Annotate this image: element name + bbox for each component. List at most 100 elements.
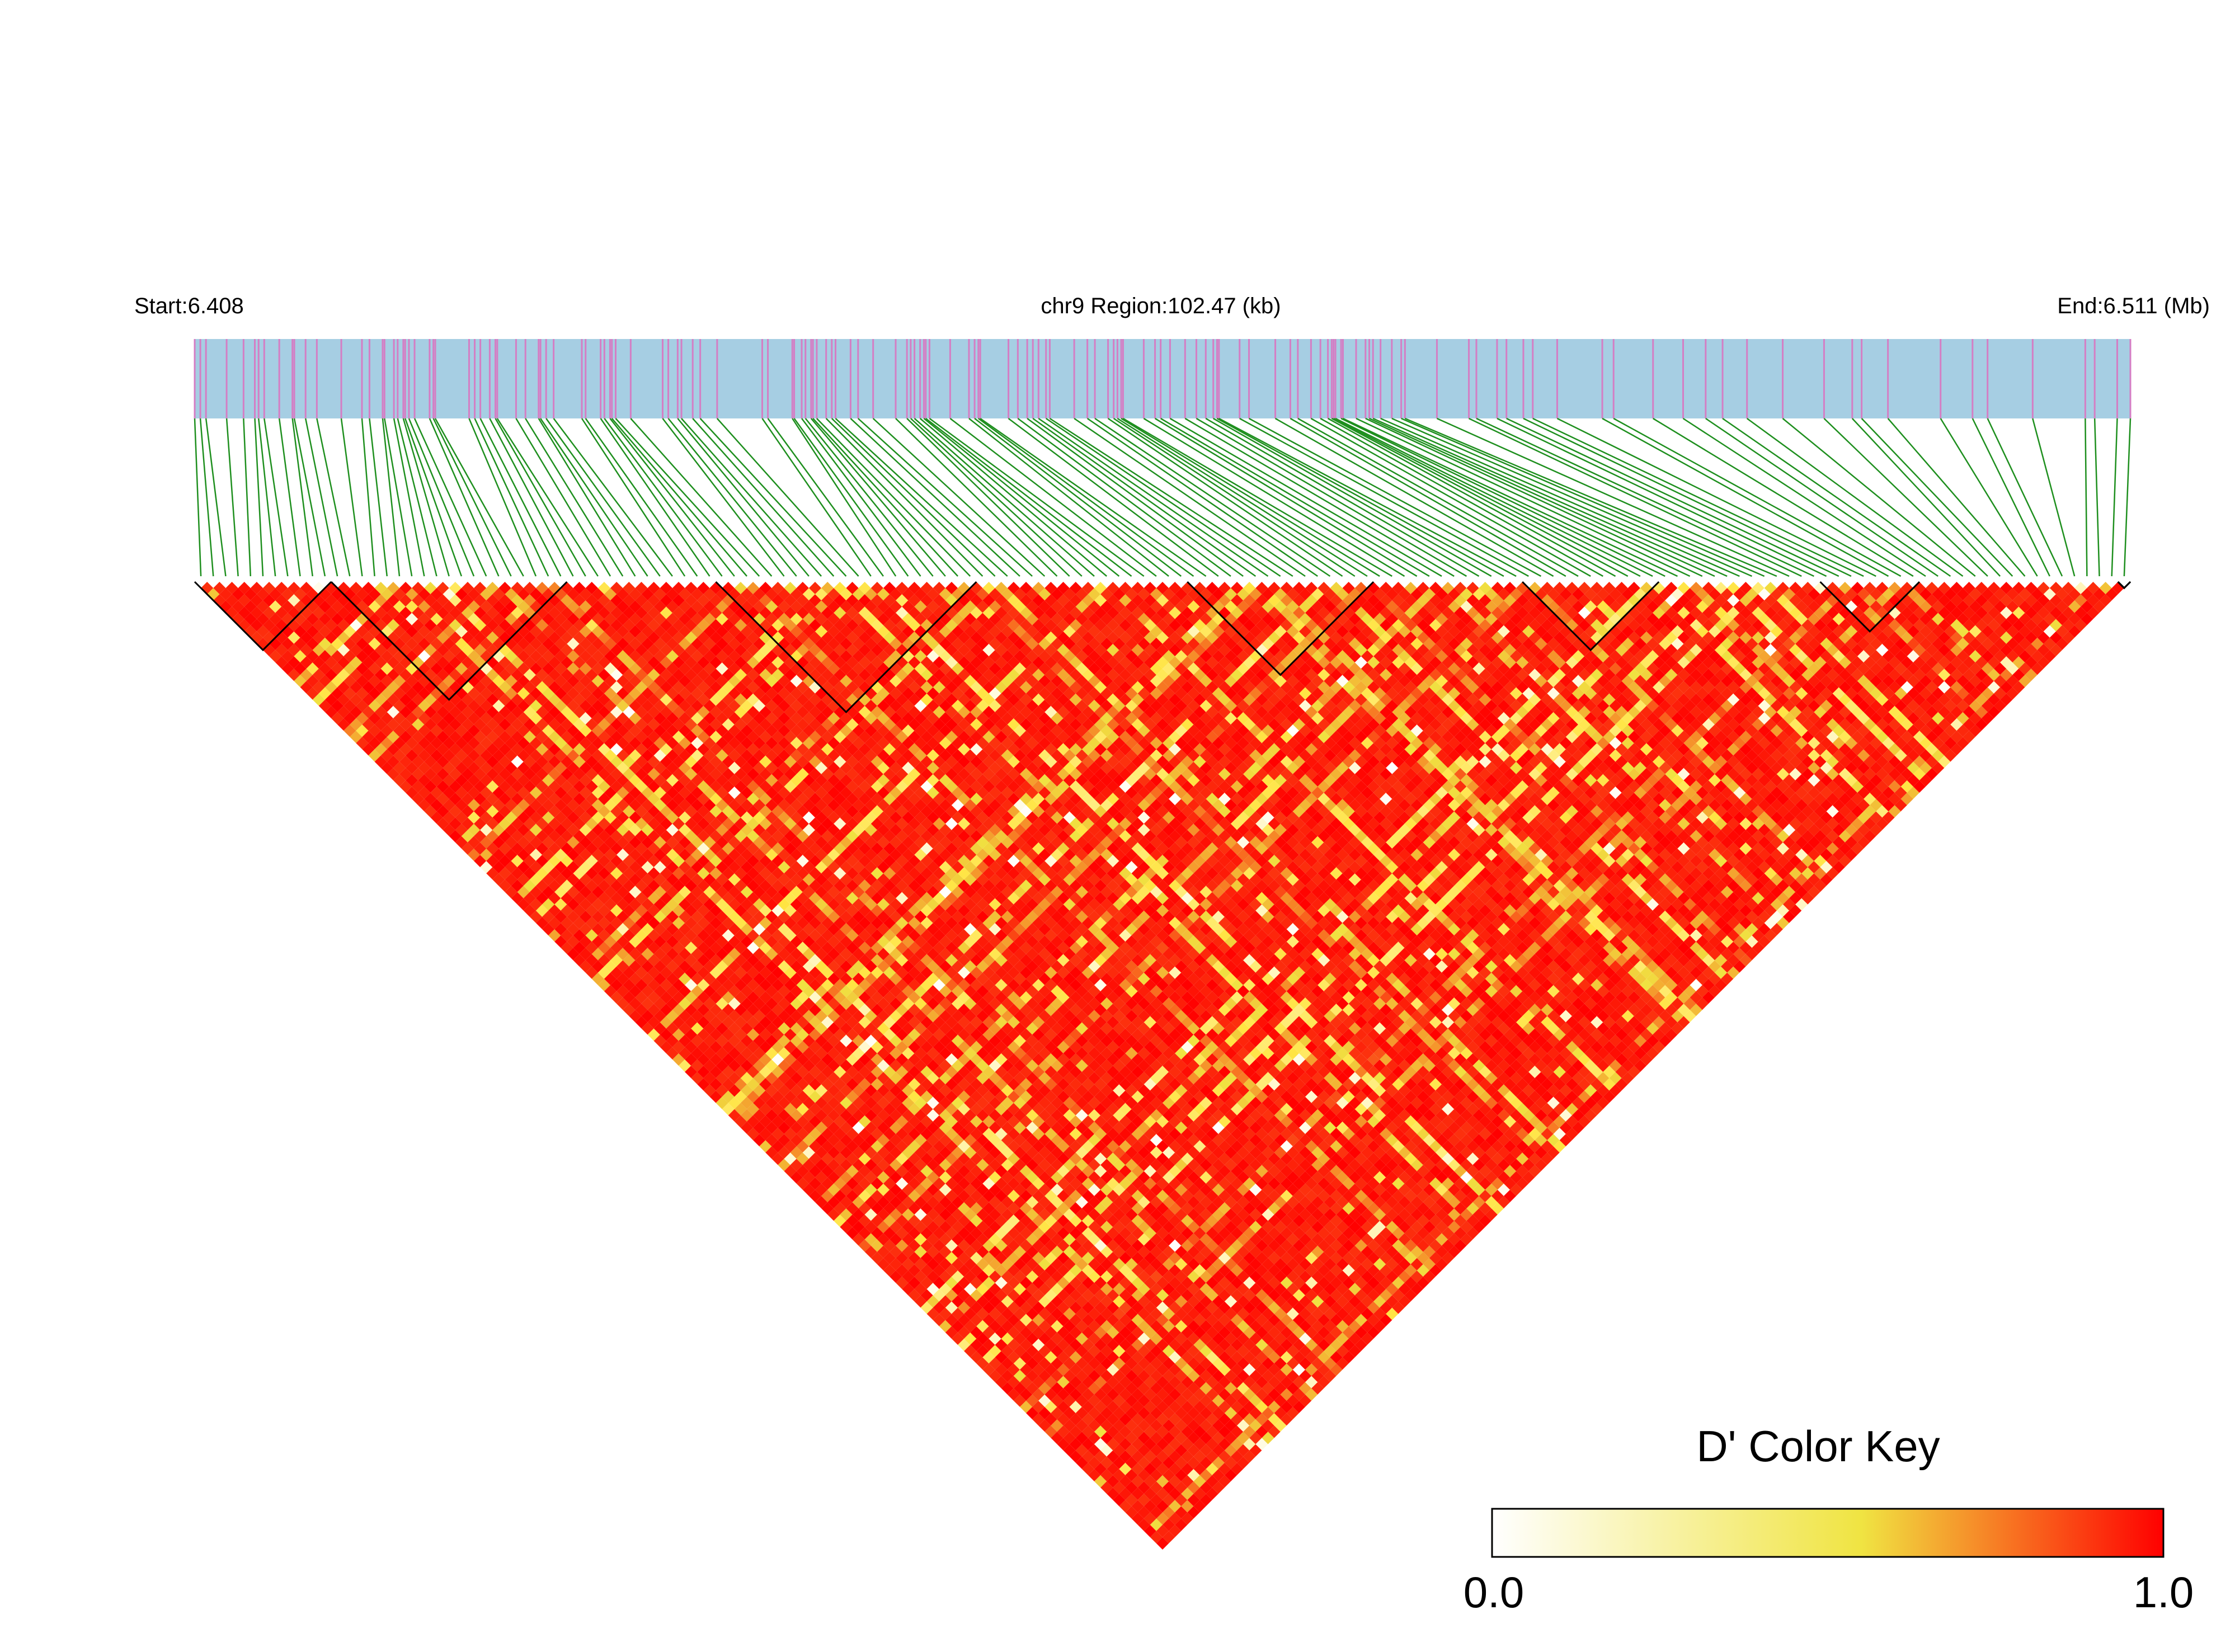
ld-cell [920, 1264, 933, 1277]
ld-cell [722, 1066, 735, 1079]
ld-cell [740, 1047, 754, 1060]
ld-cell [834, 1215, 846, 1227]
ld-cell [591, 948, 604, 961]
ld-cell [821, 1177, 834, 1190]
snp-connector [716, 418, 859, 577]
ld-cell [517, 861, 530, 874]
ld-cell [436, 793, 449, 806]
ld-cell [269, 649, 282, 663]
ld-cell [387, 681, 399, 694]
snp-connector [1532, 417, 1864, 577]
ld-cell [443, 749, 455, 762]
ld-cell [337, 643, 350, 657]
ld-cell [1144, 1438, 1156, 1451]
ld-cell [350, 731, 363, 743]
snp-connector [496, 418, 599, 577]
ld-cell [350, 643, 363, 657]
ld-cell [883, 1251, 896, 1264]
ld-cell [920, 1239, 933, 1252]
ld-cell [250, 594, 263, 607]
ld-cell [933, 1277, 945, 1289]
ld-cell [871, 1165, 883, 1178]
ld-cell [840, 1146, 853, 1159]
ld-cell [635, 978, 648, 991]
snp-connector [895, 418, 1058, 577]
ld-cell [1001, 1320, 1014, 1333]
ld-cell [1019, 1376, 1033, 1389]
ld-cell [939, 1258, 952, 1270]
ld-cell [467, 749, 481, 762]
ld-cell [709, 1078, 722, 1091]
snp-connector [1356, 417, 1691, 577]
ld-cell-layer [201, 582, 2124, 1550]
ld-cell [834, 1202, 846, 1215]
ld-cell [523, 830, 536, 843]
ld-cell [393, 687, 406, 700]
ld-cell [989, 1320, 1001, 1333]
ld-cell [871, 1251, 883, 1264]
snp-connector [404, 418, 463, 577]
ld-cell [368, 675, 381, 688]
snp-connector [1340, 417, 1665, 577]
ld-cell [529, 811, 543, 824]
ld-cell [771, 1115, 784, 1128]
ld-cell [374, 718, 387, 731]
ld-cell [890, 1221, 902, 1234]
ld-cell [1013, 1332, 1027, 1345]
snp-connector [340, 418, 363, 577]
ld-cell [455, 737, 468, 750]
ld-cell [350, 669, 363, 681]
ld-cell [604, 935, 617, 948]
ld-cell [890, 1233, 902, 1246]
ld-cell [312, 693, 325, 706]
ld-cell [629, 985, 642, 998]
ld-cell [374, 705, 387, 718]
ld-cell [461, 780, 474, 793]
ld-cell [579, 861, 592, 874]
ld-cell [902, 1258, 915, 1270]
ld-cell [728, 1047, 741, 1060]
ld-cell [1001, 1345, 1014, 1358]
ld-cell [1107, 1475, 1119, 1488]
ld-cell [368, 749, 381, 762]
ld-cell [908, 1251, 921, 1264]
ld-cell [815, 1146, 828, 1159]
ld-cell [1051, 1394, 1064, 1407]
ld-cell [1119, 1488, 1132, 1500]
ld-cell [480, 848, 493, 862]
ld-cell [1163, 1506, 1175, 1519]
ld-cell [660, 991, 672, 1004]
ld-cell [567, 910, 580, 923]
snp-connector [1404, 417, 1777, 577]
ld-cell [852, 1196, 865, 1209]
ld-cell [436, 718, 449, 731]
ld-cell [529, 910, 543, 923]
ld-cell [461, 743, 474, 756]
ld-cell [505, 811, 517, 824]
ld-cell [449, 755, 462, 768]
ld-cell [976, 1357, 989, 1370]
ld-cell [288, 582, 300, 595]
ld-cell [300, 631, 313, 644]
ld-cell [418, 786, 431, 799]
ld-cell [399, 731, 412, 743]
ld-cell [1063, 1444, 1076, 1457]
ld-cell [467, 799, 481, 812]
ld-cell [653, 1022, 666, 1035]
ld-cell [418, 799, 431, 812]
ld-cell [312, 631, 325, 644]
ld-cell [672, 1016, 685, 1029]
ld-cell [324, 606, 338, 619]
ld-cell [523, 817, 536, 830]
ld-cell [840, 1208, 853, 1221]
ld-cell [660, 1041, 672, 1053]
ld-cell [424, 780, 437, 793]
ld-cell [871, 1189, 883, 1202]
ld-cell [1113, 1469, 1126, 1482]
ld-cell [306, 613, 319, 625]
ld-cell [480, 786, 493, 799]
ld-cell [604, 886, 617, 898]
ld-cell [380, 712, 393, 725]
ld-cell [498, 817, 511, 830]
ld-cell [951, 1332, 964, 1345]
